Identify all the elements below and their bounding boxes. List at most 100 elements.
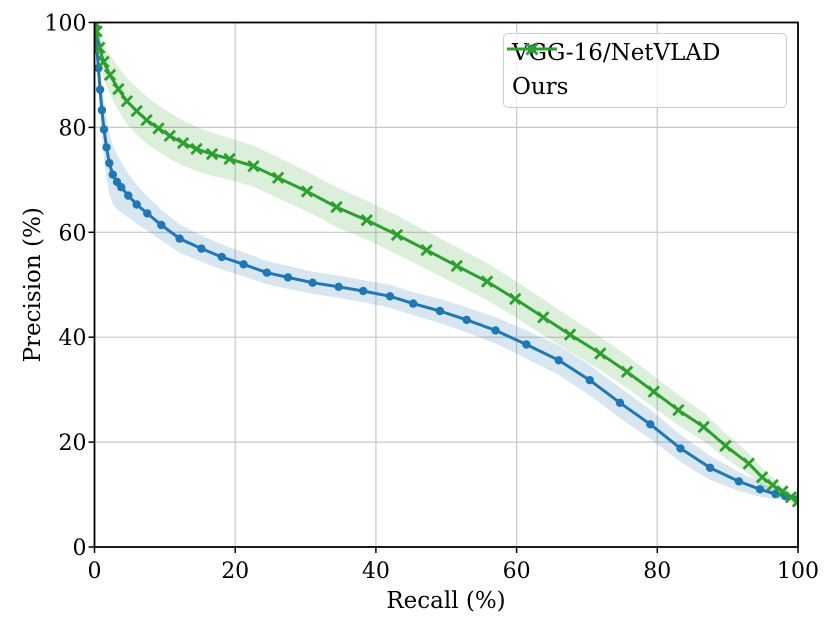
x-marker-icon <box>766 478 779 492</box>
circle-marker-icon <box>705 463 715 472</box>
x-marker-icon <box>420 243 433 257</box>
circle-marker-icon <box>334 282 343 291</box>
x-marker-icon <box>390 228 404 242</box>
legend-label: Ours <box>512 73 569 100</box>
plot-border <box>93 21 799 548</box>
circle-marker-icon <box>385 292 395 301</box>
circle-marker-icon <box>197 244 206 253</box>
x-marker-icon <box>480 275 494 288</box>
x-marker-icon <box>755 471 769 484</box>
y-tick-label-100: 100 <box>45 12 87 37</box>
x-marker-icon <box>563 328 577 341</box>
x-axis-label: Recall (%) <box>386 588 505 614</box>
x-marker-icon <box>330 200 343 214</box>
circle-marker-icon <box>124 191 133 200</box>
x-marker-icon <box>97 55 110 68</box>
legend: VGG-16/NetVLAD Ours <box>503 33 787 108</box>
y-tick-label-60: 60 <box>59 221 87 246</box>
circle-marker-icon <box>755 485 765 494</box>
x-marker-icon <box>360 214 373 227</box>
x-marker-icon <box>152 122 165 135</box>
tick-labels: 0 20 40 60 80 100 0 20 40 60 80 100 <box>45 12 820 585</box>
circle-marker-icon <box>175 234 184 243</box>
markers-ours <box>94 22 798 508</box>
x-marker-icon <box>112 82 125 96</box>
x-marker-icon <box>176 136 190 150</box>
legend-sample-line-x-icon <box>507 42 557 56</box>
plot-data <box>94 22 798 508</box>
circle-marker-icon <box>105 158 114 168</box>
circle-marker-icon <box>462 315 471 325</box>
circle-marker-icon <box>676 444 685 453</box>
x-marker-icon <box>450 259 463 273</box>
circle-marker-icon <box>283 273 293 282</box>
y-tick-label-20: 20 <box>59 431 87 456</box>
x-marker-icon <box>205 147 219 161</box>
circle-marker-icon <box>95 85 105 94</box>
x-marker-icon <box>94 41 106 54</box>
x-marker-icon <box>784 491 798 504</box>
y-axis-label: Precision (%) <box>20 207 46 362</box>
circle-marker-icon <box>646 420 655 429</box>
x-marker-icon <box>742 457 755 470</box>
x-marker-icon <box>94 22 101 29</box>
circle-marker-icon <box>102 143 111 152</box>
x-marker-icon <box>223 152 236 166</box>
x-marker-icon <box>94 25 103 38</box>
tick-marks <box>88 21 799 553</box>
circle-marker-icon <box>108 170 118 179</box>
x-marker-icon <box>594 347 607 360</box>
circle-marker-icon <box>491 326 500 335</box>
circle-marker-icon <box>615 398 625 407</box>
circle-marker-icon <box>217 252 226 262</box>
x-tick-label-40: 40 <box>362 559 390 584</box>
circle-marker-icon <box>554 356 563 365</box>
x-marker-icon <box>791 495 798 508</box>
circle-marker-icon <box>239 260 248 269</box>
y-tick-label-40: 40 <box>59 326 87 351</box>
x-marker-icon <box>190 142 203 156</box>
y-tick-label-80: 80 <box>59 116 87 141</box>
x-marker-icon <box>271 171 285 184</box>
circle-marker-icon <box>117 183 126 192</box>
circle-marker-icon <box>262 268 272 277</box>
circle-marker-icon <box>734 477 744 486</box>
circle-marker-icon <box>359 286 368 296</box>
x-marker-icon <box>620 365 634 378</box>
circle-marker-icon <box>585 376 594 385</box>
legend-item-ours: Ours <box>507 42 776 103</box>
y-tick-label-0: 0 <box>73 536 87 561</box>
circle-marker-icon <box>308 278 317 287</box>
x-tick-label-20: 20 <box>221 559 249 584</box>
x-marker-icon <box>672 403 685 417</box>
circle-marker-icon <box>435 306 445 316</box>
gridlines <box>94 22 798 547</box>
x-tick-label-0: 0 <box>88 559 102 584</box>
x-marker-icon <box>697 420 710 434</box>
circle-marker-icon <box>143 209 152 218</box>
x-tick-label-80: 80 <box>643 559 671 584</box>
x-marker-icon <box>719 439 732 452</box>
confidence-band-ours <box>94 22 798 504</box>
x-tick-label-100: 100 <box>777 559 819 584</box>
x-marker-icon <box>647 385 660 398</box>
legend-label: VGG-16/NetVLAD <box>512 40 721 67</box>
series-markers <box>94 22 798 508</box>
x-tick-label-60: 60 <box>503 559 531 584</box>
x-marker-icon <box>163 129 176 142</box>
x-marker-icon <box>300 185 314 198</box>
circle-marker-icon <box>522 340 531 349</box>
circle-marker-icon <box>157 220 166 230</box>
circle-marker-icon <box>409 299 418 308</box>
circle-marker-icon <box>132 200 141 209</box>
circle-marker-icon <box>99 125 109 134</box>
x-marker-icon <box>509 292 522 306</box>
x-marker-icon <box>103 68 117 82</box>
x-marker-icon <box>140 113 153 127</box>
circle-marker-icon <box>97 105 107 115</box>
x-marker-icon <box>130 104 143 118</box>
x-marker-icon <box>537 311 550 324</box>
x-marker-icon <box>776 485 789 498</box>
